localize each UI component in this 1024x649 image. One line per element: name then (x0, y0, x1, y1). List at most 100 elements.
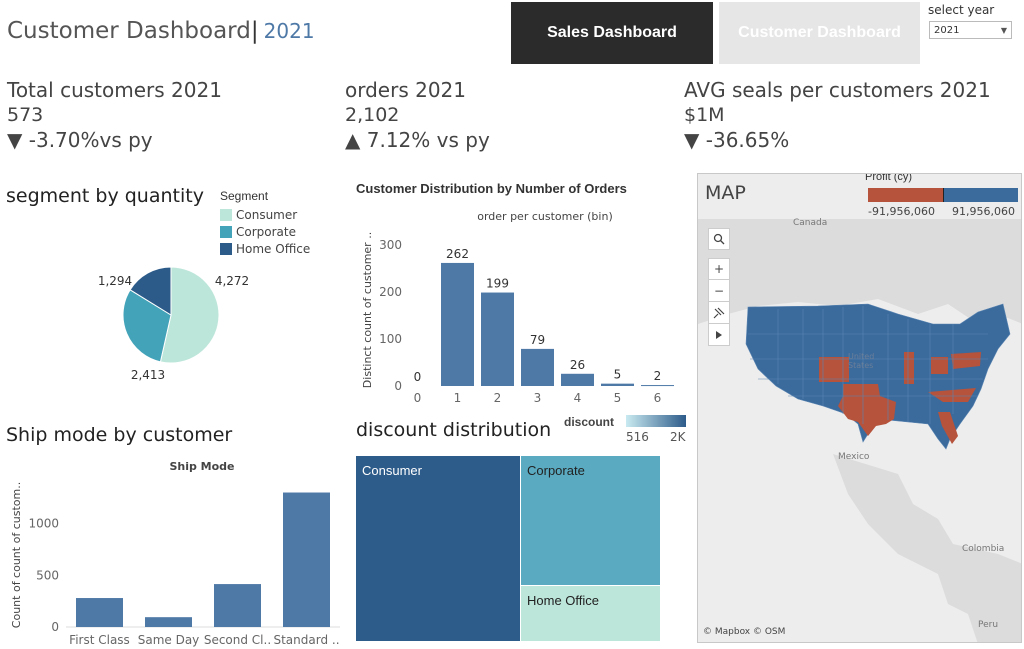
x-tick-label: 3 (534, 391, 542, 405)
x-tick-label: First Class (69, 633, 130, 647)
sales-dashboard-button[interactable]: Sales Dashboard (511, 2, 713, 64)
x-tick-label: 0 (414, 391, 422, 405)
zoom-out-icon[interactable]: − (708, 280, 730, 302)
map-label-peru: Peru (978, 620, 999, 630)
dashboard-title: Customer Dashboard (7, 18, 251, 44)
bar-value-label: 26 (570, 358, 585, 372)
bar-value-label: 79 (530, 333, 545, 347)
pie-value-label: 4,272 (215, 274, 249, 288)
map-canvas[interactable] (698, 174, 1022, 643)
discount-legend-title: discount (564, 415, 614, 429)
discount-legend-min: 516 (626, 430, 649, 444)
map-controls (708, 228, 730, 250)
segment-legend-item[interactable]: Corporate (220, 223, 310, 240)
kpi-change: ▼ -3.70%vs py (7, 128, 153, 152)
segment-legend-item[interactable]: Consumer (220, 206, 310, 223)
map-legend-min: -91,956,060 (868, 205, 935, 218)
title-year: 2021 (263, 19, 315, 43)
distribution-bar[interactable] (601, 383, 634, 386)
segment-pie-chart: 4,272 2,413 1,294 (98, 266, 249, 382)
y-tick-label: 200 (379, 285, 402, 299)
map-zoom-controls: + − (708, 258, 730, 346)
segment-title: segment by quantity (6, 185, 204, 207)
map-label-colombia: Colombia (962, 544, 1005, 554)
kpi-label: Total customers 2021 (7, 78, 222, 102)
x-tick-label: Same Day (138, 633, 200, 647)
kpi-value: 2,102 (345, 104, 400, 126)
year-select-value: 2021 (934, 24, 960, 36)
chevron-down-icon[interactable]: ▼ (1000, 25, 1007, 35)
shipmode-bar[interactable] (145, 617, 192, 627)
shipmode-bar[interactable] (214, 584, 261, 627)
distribution-bar[interactable] (641, 385, 674, 387)
map-title: MAP (705, 182, 746, 204)
pie-slice-consumer[interactable] (159, 266, 220, 364)
treemap-cell-home-office[interactable]: Home Office (521, 586, 660, 641)
discount-title: discount distribution (356, 419, 552, 441)
y-tick-label: 100 (379, 332, 402, 346)
x-tick-label: Standard .. (273, 633, 339, 647)
distribution-bar[interactable] (561, 373, 594, 386)
shipmode-ylabel: Count of count of custom.. (10, 482, 23, 628)
zoom-in-icon[interactable]: + (708, 258, 730, 280)
y-tick-label: 500 (36, 568, 59, 582)
pie-slice-home-office[interactable] (129, 266, 172, 316)
shipmode-bar-chart: Ship Mode Count of count of custom.. 0 500 1… (10, 460, 340, 647)
shipmode-bar[interactable] (283, 492, 330, 627)
y-tick-label: 0 (394, 379, 402, 393)
y-tick-label: 1000 (28, 517, 59, 531)
bar-value-label: 5 (614, 368, 622, 382)
segment-legend: Segment Consumer Corporate Home Office (220, 189, 310, 257)
legend-label: Home Office (236, 241, 311, 256)
map-label-mexico: Mexico (838, 452, 870, 462)
x-tick-label: Second Cl.. (204, 633, 271, 647)
map-label-canada: Canada (793, 218, 828, 228)
shipmode-bar[interactable] (76, 598, 123, 627)
x-tick-label: 5 (614, 391, 622, 405)
kpi-change: ▲ 7.12% vs py (345, 128, 490, 152)
page-title: Customer Dashboard| 2021 (7, 18, 315, 52)
kpi-avg-sales: AVG seals per customers 2021 $1M ▼ -36.6… (684, 78, 991, 152)
discount-legend-max: 2K (670, 430, 686, 444)
bar-value-label: 199 (486, 277, 509, 291)
kpi-change: ▼ -36.65% (684, 128, 790, 152)
kpi-value: 573 (7, 104, 44, 126)
distribution-bar[interactable] (481, 292, 514, 386)
y-tick-label: 300 (379, 238, 402, 252)
search-icon[interactable] (708, 228, 730, 250)
play-icon[interactable] (708, 324, 730, 346)
legend-swatch (220, 242, 232, 255)
pie-value-label: 1,294 (98, 274, 132, 288)
shipmode-chart-title: Ship Mode (169, 460, 234, 473)
distribution-bar[interactable] (521, 348, 554, 386)
map-legend-title: Profit (cy) (865, 173, 913, 183)
treemap-cell-corporate[interactable]: Corporate (521, 456, 660, 585)
distribution-bar[interactable] (441, 262, 474, 386)
x-tick-label: 1 (454, 391, 462, 405)
discount-legend-gradient (626, 415, 686, 427)
distribution-ylabel: Distinct count of customer .. (361, 232, 374, 388)
up-arrow-icon: ▲ (345, 128, 361, 152)
distribution-xlabel: order per customer (bin) (477, 210, 613, 223)
year-select[interactable]: 2021 ▼ (929, 21, 1012, 39)
segment-legend-item[interactable]: Home Office (220, 240, 310, 257)
map-legend-negative (868, 188, 943, 202)
kpi-label: AVG seals per customers 2021 (684, 78, 991, 102)
kpi-label: orders 2021 (345, 78, 467, 102)
legend-swatch (220, 225, 232, 238)
y-tick-label: 0 (51, 620, 59, 634)
bar-value-label: 2 (654, 369, 662, 383)
map-legend-max: 91,956,060 (952, 205, 1015, 218)
map-panel[interactable]: MAP Profit (cy) -91,956,060 91,956,060 C… (697, 173, 1022, 643)
map-label-us: United States (848, 352, 875, 370)
title-separator: | (250, 18, 259, 44)
shipmode-title: Ship mode by customer (6, 424, 233, 446)
legend-label: Corporate (236, 224, 296, 239)
treemap-cell-consumer[interactable]: Consumer (356, 456, 520, 641)
pin-icon[interactable] (708, 302, 730, 324)
x-tick-label: 4 (574, 391, 582, 405)
kpi-orders: orders 2021 2,102 ▲ 7.12% vs py (345, 78, 490, 152)
x-tick-label: 2 (494, 391, 502, 405)
customer-dashboard-button[interactable]: Customer Dashboard (719, 2, 920, 64)
legend-swatch (220, 208, 232, 221)
